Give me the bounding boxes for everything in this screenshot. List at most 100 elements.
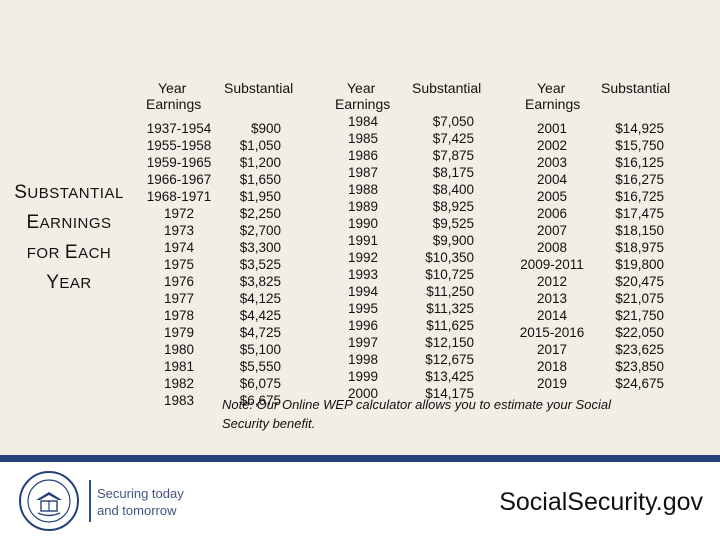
table-cell-amount: $2,700 xyxy=(239,223,281,238)
table-cell-amount: $24,675 xyxy=(615,376,664,391)
table-cell-year: 1966-1967 xyxy=(146,172,212,187)
table-cell-amount: $2,250 xyxy=(239,206,281,221)
table-cell-amount: $6,675 xyxy=(239,393,281,408)
table-cell-year: 2009-2011 xyxy=(520,257,584,272)
table-cell-year: 1974 xyxy=(163,240,195,255)
table-cell-year: 2004 xyxy=(536,172,568,187)
table-cell-amount: $23,850 xyxy=(615,359,664,374)
table-cell-amount: $1,650 xyxy=(239,172,281,187)
table-cell-year: 1989 xyxy=(347,199,379,214)
table-cell-year: 1991 xyxy=(347,233,379,248)
table-cell-amount: $11,250 xyxy=(426,284,474,299)
table-cell-year: 1975 xyxy=(163,257,195,272)
table-cell-amount: $16,275 xyxy=(615,172,664,187)
table-cell-amount: $18,150 xyxy=(615,223,664,238)
header-year: Year xyxy=(537,80,566,96)
table-cell-amount: $7,425 xyxy=(432,131,474,146)
table-cell-year: 2013 xyxy=(536,291,568,306)
table-cell-amount: $20,475 xyxy=(615,274,664,289)
header-earnings: Earnings xyxy=(335,96,391,112)
table-cell-amount: $14,925 xyxy=(615,121,664,136)
table-cell-year: 1955-1958 xyxy=(146,138,212,153)
table-cell-year: 2007 xyxy=(536,223,568,238)
table-cell-year: 1992 xyxy=(347,250,379,265)
table-cell-year: 1986 xyxy=(347,148,379,163)
table-cell-year: 1995 xyxy=(347,301,379,316)
table-cell-year: 1996 xyxy=(347,318,379,333)
table-cell-amount: $7,050 xyxy=(432,114,474,129)
table-cell-amount: $16,125 xyxy=(615,155,664,170)
table-cell-amount: $13,425 xyxy=(425,369,474,384)
table-cell-amount: $14,175 xyxy=(425,386,474,401)
table-cell-amount: $10,350 xyxy=(425,250,474,265)
table-cell-amount: $3,825 xyxy=(239,274,281,289)
header-substantial: Substantial xyxy=(224,80,294,96)
table-cell-year: 1985 xyxy=(347,131,379,146)
table-cell-year: 2017 xyxy=(536,342,568,357)
table-cell-year: 1973 xyxy=(163,223,195,238)
table-cell-amount: $8,175 xyxy=(432,165,474,180)
table-cell-amount: $8,925 xyxy=(432,199,474,214)
header-earnings: Earnings xyxy=(146,96,202,112)
table-cell-year: 1988 xyxy=(347,182,379,197)
header-year: Year xyxy=(158,80,187,96)
table-cell-year: 1977 xyxy=(163,291,195,306)
header-earnings: Earnings xyxy=(525,96,581,112)
title-line: SUBSTANTIAL xyxy=(14,182,124,203)
slide-title: SUBSTANTIAL EARNINGS FOR EACH YEAR xyxy=(6,178,132,298)
table-cell-amount: $16,725 xyxy=(615,189,664,204)
table-cell-year: 1984 xyxy=(347,114,379,129)
footer-bar xyxy=(0,455,720,462)
table-cell-amount: $4,425 xyxy=(239,308,281,323)
header-year: Year xyxy=(347,80,376,96)
table-cell-year: 1987 xyxy=(347,165,379,180)
site-link[interactable]: SocialSecurity.gov xyxy=(499,488,703,516)
table-cell-year: 2019 xyxy=(536,376,568,391)
table-cell-amount: $11,625 xyxy=(426,318,474,333)
title-line: EARNINGS xyxy=(26,212,112,233)
table-cell-year: 1937-1954 xyxy=(146,121,212,136)
table-cell-amount: $21,075 xyxy=(615,291,664,306)
table-cell-amount: $3,300 xyxy=(239,240,281,255)
table-cell-amount: $9,525 xyxy=(432,216,474,231)
table-cell-amount: $3,525 xyxy=(239,257,281,272)
table-cell-amount: $4,125 xyxy=(239,291,281,306)
table-cell-year: 2012 xyxy=(536,274,568,289)
slide: SUBSTANTIAL EARNINGS FOR EACH YEAR Year … xyxy=(6,80,671,431)
table-cell-year: 1998 xyxy=(347,352,379,367)
table-cell-amount: $1,050 xyxy=(239,138,281,153)
footer-divider xyxy=(89,480,91,522)
table-cell-amount: $1,200 xyxy=(239,155,281,170)
table-cell-year: 1997 xyxy=(347,335,379,350)
table-cell-year: 1979 xyxy=(163,325,195,340)
table-cell-amount: $6,075 xyxy=(239,376,281,391)
table-cell-amount: $5,100 xyxy=(239,342,281,357)
table-cell-amount: $12,150 xyxy=(425,335,474,350)
table-cell-amount: $9,900 xyxy=(432,233,474,248)
table-cell-amount: $11,325 xyxy=(426,301,474,316)
title-line: YEAR xyxy=(46,272,92,293)
table-cell-year: 2005 xyxy=(536,189,568,204)
table-cell-year: 1968-1971 xyxy=(146,189,212,204)
table-cell-amount: $15,750 xyxy=(615,138,664,153)
table-cell-amount: $17,475 xyxy=(615,206,664,221)
table-cell-year: 1981 xyxy=(163,359,195,374)
header-substantial: Substantial xyxy=(601,80,671,96)
table-cell-amount: $21,750 xyxy=(615,308,664,323)
header-substantial: Substantial xyxy=(412,80,482,96)
table-cell-year: 1959-1965 xyxy=(146,155,212,170)
table-cell-amount: $4,725 xyxy=(239,325,281,340)
table-cell-year: 1978 xyxy=(163,308,195,323)
table-cell-year: 2015-2016 xyxy=(519,325,585,340)
table-cell-amount: $5,550 xyxy=(239,359,281,374)
table-cell-year: 1994 xyxy=(347,284,379,299)
table-cell-year: 2006 xyxy=(536,206,568,221)
table-cell-year: 1990 xyxy=(347,216,379,231)
table-cell-amount: $900 xyxy=(250,121,281,136)
table-cell-year: 1993 xyxy=(347,267,379,282)
table-cell-amount: $23,625 xyxy=(615,342,664,357)
table-cell-year: 2000 xyxy=(347,386,379,401)
table-cell-amount: $22,050 xyxy=(615,325,664,340)
ssa-seal-icon xyxy=(19,471,79,531)
tagline: Securing today and tomorrow xyxy=(97,486,184,518)
